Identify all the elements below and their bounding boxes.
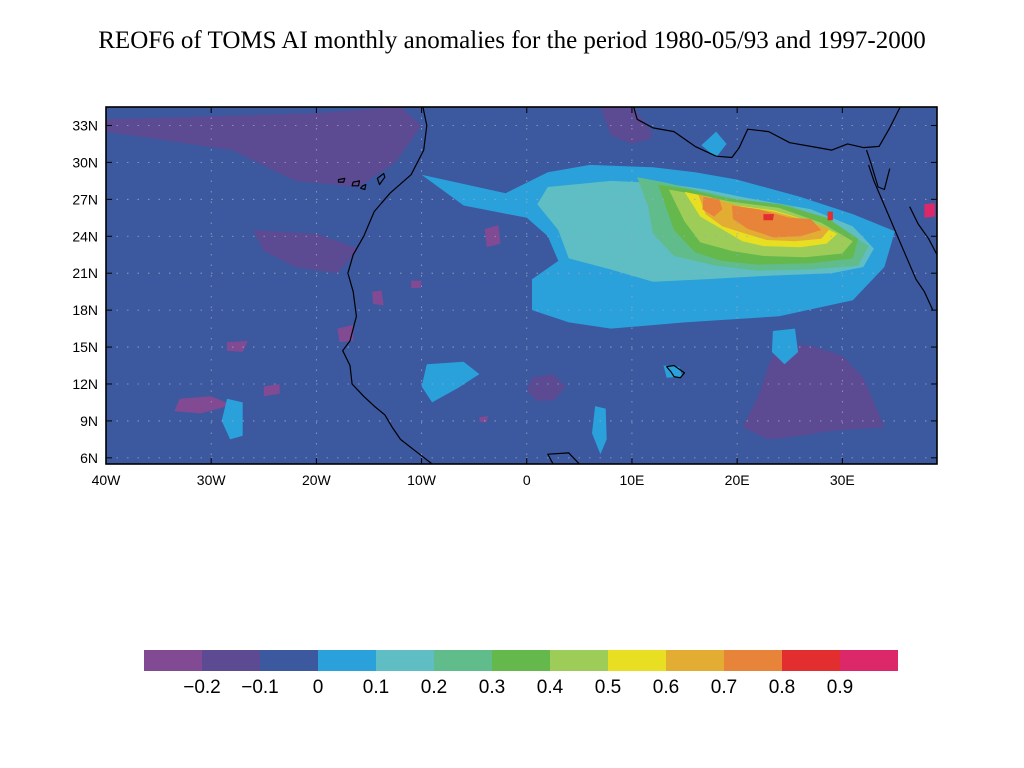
colorbar-label: −0.2 [183,677,221,698]
colorbar-label: 0.6 [653,677,679,698]
contour-area [827,211,833,221]
contour-area [106,352,317,386]
x-tick-label: 10W [407,472,437,488]
colorbar-label: 0.5 [595,677,621,698]
contour-area [421,361,480,403]
x-tick-label: 30E [830,472,855,488]
map-plot [105,106,938,465]
x-tick-label: 20W [302,472,332,488]
colorbar-label: 0.7 [711,677,737,698]
map-frame [105,106,938,465]
island-outline [360,184,367,191]
contour-area [372,290,384,306]
y-tick-label: 30N [72,154,98,170]
coastline [865,149,891,191]
island-outline [337,177,346,183]
contour-area [106,295,937,464]
contour-area [592,406,607,455]
colorbar-label: 0.3 [479,677,505,698]
x-tick-label: 40W [92,472,122,488]
contour-area [411,280,422,288]
x-tick-label: 30W [197,472,227,488]
coastline [547,452,580,464]
contour-area [742,343,885,440]
contour-area [253,230,359,274]
island-outline [376,172,386,186]
colorbar-label: 0.1 [363,677,389,698]
island-outline [351,180,361,187]
contour-area [701,131,727,158]
y-axis: 33N 30N 27N 24N 21N 18N 15N 12N 9N 6N [72,117,937,466]
colorbar-swatch [608,650,666,671]
contour-fill-layer [106,107,937,464]
contour-area [924,203,935,218]
y-tick-label: 9N [80,413,98,429]
colorbar-swatch [492,650,550,671]
colorbar-swatch [260,650,318,671]
colorbar-label: 0.8 [769,677,795,698]
colorbar-swatch [434,650,492,671]
contour-area [702,196,723,217]
colorbar-swatch [840,650,898,671]
y-tick-label: 21N [72,265,98,281]
colorbar: −0.2 −0.1 0 0.1 0.2 0.3 0.4 0.5 0.6 0.7 0.8 0.9 [144,650,898,698]
contour-area [174,396,233,414]
colorbar-label: 0.2 [421,677,447,698]
y-tick-label: 24N [72,228,98,244]
coastline-layer [337,107,937,464]
colorbar-label: 0 [313,677,324,698]
contour-area [479,416,488,423]
contour-area [221,398,243,440]
contour-area [106,268,191,298]
contour-area [771,328,799,365]
y-tick-label: 6N [80,450,98,466]
colorbar-label: −0.1 [241,677,279,698]
colorbar-swatch [318,650,376,671]
coastline [342,107,433,464]
contour-area [600,107,653,144]
coastline [633,107,901,159]
contour-area [263,384,280,397]
colorbar-swatch [782,650,840,671]
contour-area [337,324,354,343]
colorbar-label: 0.9 [827,677,853,698]
colorbar-swatch [376,650,434,671]
y-tick-label: 27N [72,191,98,207]
colorbar-swatch [144,650,202,671]
y-tick-label: 18N [72,302,98,318]
x-tick-label: 20E [725,472,750,488]
colorbar-swatch [202,650,260,671]
lake-chad-outline [666,364,686,379]
contour-area [106,107,422,187]
contour-area [227,340,248,352]
graticule [106,107,937,464]
contour-area [731,205,822,238]
page-title: REOF6 of TOMS AI monthly anomalies for t… [98,27,926,54]
colorbar-swatch [550,650,608,671]
colorbar-swatch [724,650,782,671]
coastline [868,164,934,311]
colorbar-swatch [666,650,724,671]
x-axis: 40W 30W 20W 10W 0 10E 20E 30E [92,107,855,488]
y-tick-label: 33N [72,117,98,133]
contour-area [763,214,774,221]
y-tick-label: 12N [72,376,98,392]
x-tick-label: 0 [523,472,531,488]
y-tick-label: 15N [72,339,98,355]
x-tick-label: 10E [619,472,644,488]
colorbar-label: 0.4 [537,677,564,698]
contour-area [526,374,566,402]
contour-area [484,225,501,248]
coastline [909,206,937,255]
